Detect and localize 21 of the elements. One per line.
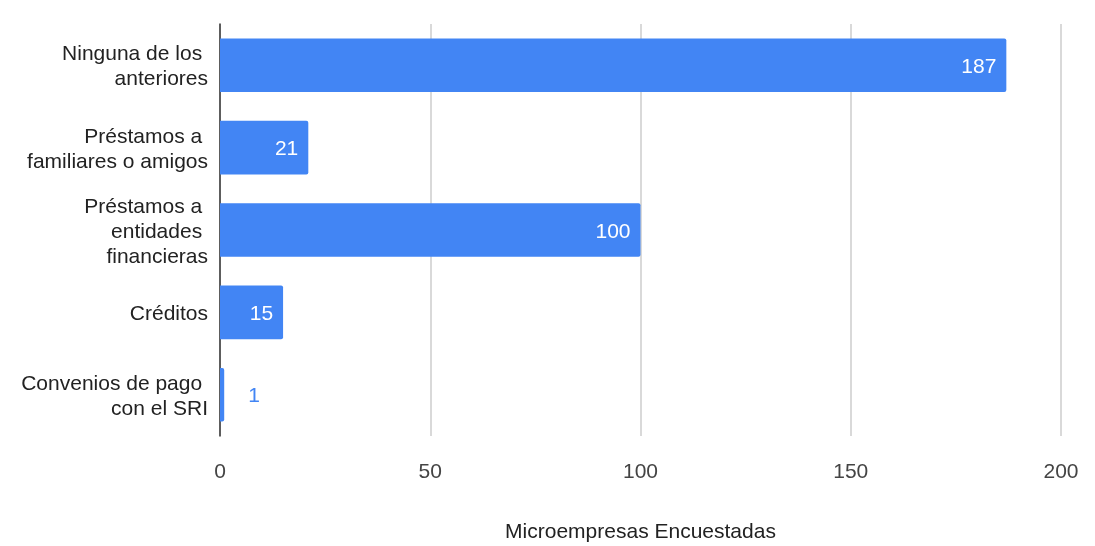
- x-tick-label: 0: [214, 459, 226, 482]
- data-label: 15: [249, 300, 274, 324]
- data-label: 187: [961, 53, 997, 77]
- bar: [220, 120, 309, 175]
- data-label: 21: [274, 136, 299, 160]
- y-tick-label: Préstamos a entidades financieras: [84, 193, 208, 267]
- y-tick-label: Préstamos a familiares o amigos: [27, 123, 208, 172]
- bar: [220, 38, 1007, 92]
- data-label: 1: [248, 383, 260, 407]
- y-tick-label: Créditos: [129, 300, 208, 324]
- x-tick-label: 50: [418, 459, 442, 482]
- x-tick-label: 150: [833, 459, 869, 482]
- x-tick-label: 200: [1043, 459, 1079, 482]
- x-tick-label: 100: [622, 459, 659, 482]
- bar: [220, 368, 225, 422]
- data-label: 100: [595, 218, 631, 242]
- x-axis-title: Microempresas Encuestadas: [505, 519, 776, 542]
- y-tick-label: Ninguna de los anteriores: [62, 41, 208, 90]
- bar: [220, 285, 284, 340]
- bar: [220, 203, 641, 257]
- y-tick-label: Convenios de pago con el SRI: [21, 370, 208, 419]
